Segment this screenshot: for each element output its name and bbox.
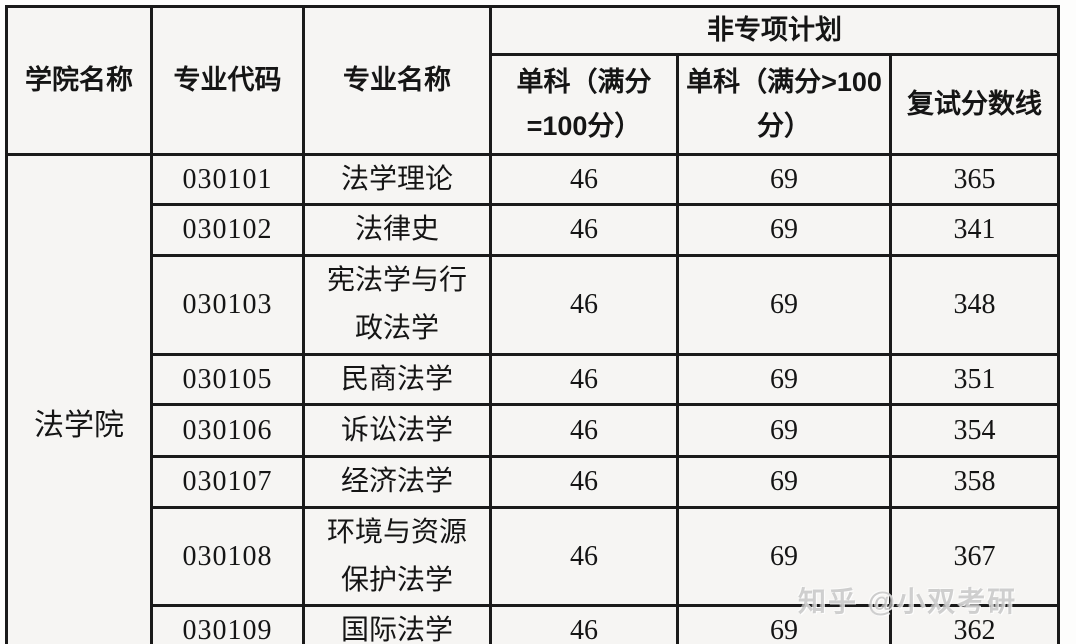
score-table: 学院名称 专业代码 专业名称 非专项计划 单科（满分 =100分） 单科（满分>… bbox=[5, 5, 1060, 644]
major-name-cell: 环境与资源 保护法学 bbox=[302, 505, 492, 608]
header-plan-group: 非专项计划 bbox=[489, 5, 1060, 56]
major-name-cell: 宪法学与行 政法学 bbox=[302, 253, 492, 356]
header-retest-line: 复试分数线 bbox=[889, 52, 1060, 156]
score-eq100-cell: 46 bbox=[489, 352, 679, 407]
major-name-cell: 经济法学 bbox=[302, 455, 492, 509]
score-gt100-cell: 69 bbox=[676, 253, 892, 356]
table-row: 030106 诉讼法学 46 69 354 bbox=[7, 403, 1060, 459]
header-single-eq100: 单科（满分 =100分） bbox=[489, 52, 679, 156]
score-gt100-cell: 69 bbox=[676, 604, 892, 644]
table-row: 法学院 030101 法学理论 46 69 365 bbox=[5, 152, 1060, 644]
major-code-cell: 030101 bbox=[150, 152, 305, 207]
header-major-name: 专业名称 bbox=[302, 5, 492, 156]
table-row: 030108 环境与资源 保护法学 46 69 367 bbox=[7, 505, 1060, 608]
table-row: 030103 宪法学与行 政法学 46 69 348 bbox=[7, 253, 1060, 356]
retest-score-cell: 348 bbox=[889, 253, 1060, 356]
major-name-cell: 国际法学 bbox=[302, 604, 492, 644]
major-code-cell: 030102 bbox=[150, 203, 305, 257]
major-code-cell: 030107 bbox=[150, 455, 305, 509]
table-row: 030102 法律史 46 69 341 bbox=[7, 203, 1060, 257]
header-college: 学院名称 bbox=[5, 5, 153, 156]
major-code-cell: 030103 bbox=[150, 253, 305, 356]
score-eq100-cell: 46 bbox=[489, 152, 679, 207]
score-eq100-cell: 46 bbox=[489, 203, 679, 257]
table-row: 030107 经济法学 46 69 358 bbox=[7, 455, 1060, 509]
retest-score-cell: 365 bbox=[889, 152, 1060, 207]
score-gt100-cell: 69 bbox=[676, 505, 892, 608]
major-code-cell: 030108 bbox=[150, 505, 305, 608]
score-gt100-cell: 69 bbox=[676, 352, 892, 407]
header-major-code: 专业代码 bbox=[150, 5, 305, 156]
retest-score-cell: 341 bbox=[889, 203, 1060, 257]
retest-score-cell: 362 bbox=[889, 604, 1060, 644]
major-name-cell: 诉讼法学 bbox=[302, 403, 492, 459]
score-gt100-cell: 69 bbox=[676, 152, 892, 207]
college-name-cell: 法学院 bbox=[5, 152, 153, 644]
retest-score-cell: 354 bbox=[889, 403, 1060, 459]
score-eq100-cell: 46 bbox=[489, 604, 679, 644]
retest-score-cell: 358 bbox=[889, 455, 1060, 509]
major-code-cell: 030105 bbox=[150, 352, 305, 407]
header-row-sub: 单科（满分 =100分） 单科（满分>100 分） 复试分数线 bbox=[7, 52, 1060, 156]
score-gt100-cell: 69 bbox=[676, 203, 892, 257]
major-code-cell: 030106 bbox=[150, 403, 305, 459]
table-row: 030109 国际法学 46 69 362 bbox=[7, 604, 1060, 644]
retest-score-cell: 351 bbox=[889, 352, 1060, 407]
table-row: 030105 民商法学 46 69 351 bbox=[7, 352, 1060, 407]
score-gt100-cell: 69 bbox=[676, 403, 892, 459]
retest-score-cell: 367 bbox=[889, 505, 1060, 608]
major-code-cell: 030109 bbox=[150, 604, 305, 644]
score-eq100-cell: 46 bbox=[489, 455, 679, 509]
score-eq100-cell: 46 bbox=[489, 403, 679, 459]
header-single-gt100: 单科（满分>100 分） bbox=[676, 52, 892, 156]
major-name-cell: 法律史 bbox=[302, 203, 492, 257]
score-eq100-cell: 46 bbox=[489, 253, 679, 356]
score-eq100-cell: 46 bbox=[489, 505, 679, 608]
major-name-cell: 民商法学 bbox=[302, 352, 492, 407]
header-row-top: 学院名称 专业代码 专业名称 非专项计划 bbox=[5, 5, 1060, 156]
major-name-cell: 法学理论 bbox=[302, 152, 492, 207]
score-gt100-cell: 69 bbox=[676, 455, 892, 509]
